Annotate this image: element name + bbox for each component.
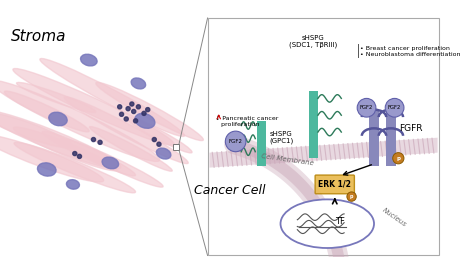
Circle shape [357,98,376,117]
Text: • Breast cancer proliferation
• Neuroblastoma differentiation: • Breast cancer proliferation • Neurobla… [360,46,461,57]
Bar [208,18,439,255]
Text: p: p [396,156,401,161]
Bar [173,144,179,150]
Bar [309,91,318,158]
Circle shape [98,140,102,144]
Ellipse shape [81,54,97,66]
Ellipse shape [156,148,171,159]
Ellipse shape [66,180,80,189]
Ellipse shape [14,142,136,193]
Ellipse shape [42,131,136,176]
Text: FGF2: FGF2 [388,105,401,110]
Text: Cell Membrane: Cell Membrane [261,153,314,167]
Ellipse shape [17,82,96,113]
Circle shape [393,153,404,164]
Ellipse shape [40,59,184,136]
Ellipse shape [0,80,160,161]
Circle shape [142,111,146,115]
Circle shape [137,105,140,109]
Ellipse shape [61,139,163,187]
Text: sHSPG
(GPC1): sHSPG (GPC1) [269,131,293,144]
Circle shape [91,138,96,142]
Text: Stroma: Stroma [11,29,67,44]
Circle shape [157,142,161,146]
Bar [369,110,379,166]
Ellipse shape [126,117,192,153]
Text: Nucleus: Nucleus [382,207,408,228]
Circle shape [152,138,156,142]
Bar [386,110,396,166]
Text: TF: TF [335,217,345,226]
Text: p: p [350,194,353,199]
Circle shape [385,98,404,117]
Text: Cancer Cell: Cancer Cell [193,184,265,197]
Ellipse shape [90,127,172,171]
Circle shape [130,102,134,106]
Text: FGF2: FGF2 [360,105,373,110]
Ellipse shape [49,112,67,126]
Ellipse shape [13,127,118,171]
Circle shape [77,154,82,159]
Circle shape [347,192,356,201]
Ellipse shape [0,113,72,148]
Ellipse shape [135,113,155,128]
Ellipse shape [102,157,118,169]
Circle shape [225,131,246,152]
Text: ERK 1/2: ERK 1/2 [319,180,351,189]
Bar [257,121,266,166]
Circle shape [146,107,150,112]
Circle shape [132,109,136,114]
FancyBboxPatch shape [315,175,355,194]
Ellipse shape [96,82,203,141]
Text: FGF2: FGF2 [228,139,243,144]
Circle shape [118,105,122,109]
Ellipse shape [0,135,104,182]
Ellipse shape [281,200,374,248]
Text: FGFR: FGFR [399,124,422,133]
Ellipse shape [37,163,56,176]
Circle shape [126,107,130,111]
Text: ↓ Pancreatic cancer
   proliferation: ↓ Pancreatic cancer proliferation [215,116,278,127]
Circle shape [119,112,124,116]
Circle shape [124,117,128,121]
Ellipse shape [4,91,89,132]
Polygon shape [210,138,438,168]
Ellipse shape [64,97,188,164]
Ellipse shape [13,69,174,145]
Circle shape [134,119,137,123]
Ellipse shape [0,110,121,169]
Text: sHSPG
(SDC1, TβRIII): sHSPG (SDC1, TβRIII) [289,35,337,48]
Circle shape [73,152,77,156]
Ellipse shape [131,78,146,89]
